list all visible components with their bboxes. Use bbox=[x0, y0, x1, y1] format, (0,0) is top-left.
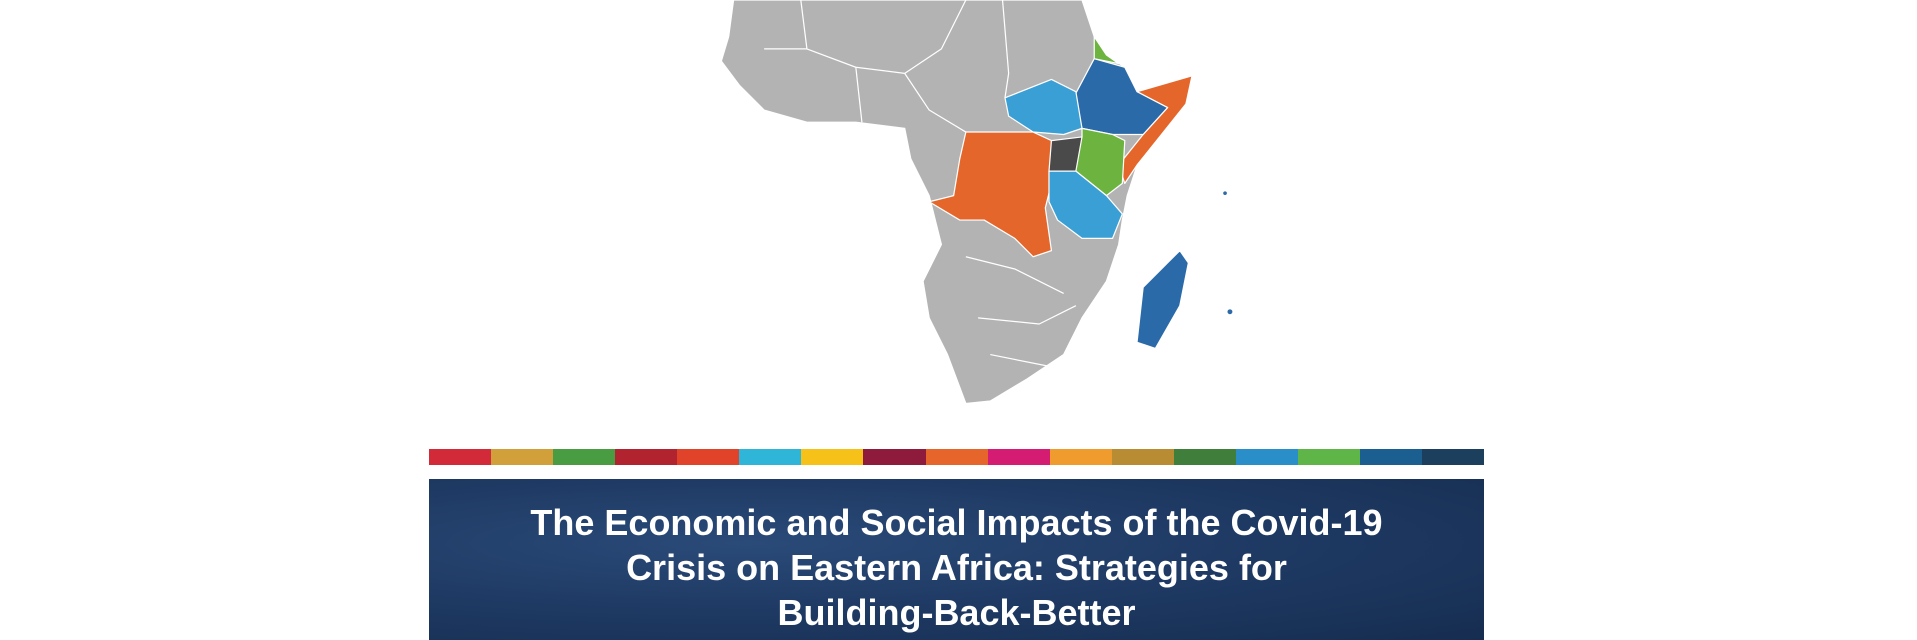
stripe-segment bbox=[987, 449, 1050, 465]
stripe-segment bbox=[1111, 449, 1174, 465]
island bbox=[1227, 309, 1233, 315]
stripe-segment bbox=[1049, 449, 1112, 465]
stripe-segment bbox=[1235, 449, 1298, 465]
stripe-segment bbox=[429, 449, 492, 465]
stripe-segment bbox=[739, 449, 802, 465]
stripe-segment bbox=[615, 449, 678, 465]
stripe-segment bbox=[925, 449, 988, 465]
border bbox=[764, 0, 1077, 368]
eritrea bbox=[1093, 36, 1120, 65]
tanzania bbox=[1048, 170, 1123, 240]
stripe-segment bbox=[801, 449, 864, 465]
kenya bbox=[1075, 127, 1126, 197]
stripe-segment bbox=[553, 449, 616, 465]
madagascar bbox=[1136, 250, 1189, 350]
stripe-segment bbox=[677, 449, 740, 465]
island bbox=[1223, 191, 1227, 196]
color-stripe bbox=[429, 449, 1485, 465]
title-line: The Economic and Social Impacts of the C… bbox=[530, 502, 1383, 543]
africa-map bbox=[720, 0, 1233, 405]
title-line: Crisis on Eastern Africa: Strategies for bbox=[626, 547, 1287, 588]
stripe-segment bbox=[1297, 449, 1360, 465]
stripe-segment bbox=[1422, 449, 1485, 465]
title-line: Building-Back-Better bbox=[777, 592, 1136, 633]
stripe-segment bbox=[1359, 449, 1422, 465]
title-banner: The Economic and Social Impacts of the C… bbox=[429, 479, 1484, 640]
stripe-segment bbox=[863, 449, 926, 465]
stripe-segment bbox=[1173, 449, 1236, 465]
stripe-segment bbox=[491, 449, 554, 465]
south-sudan bbox=[1004, 78, 1083, 136]
